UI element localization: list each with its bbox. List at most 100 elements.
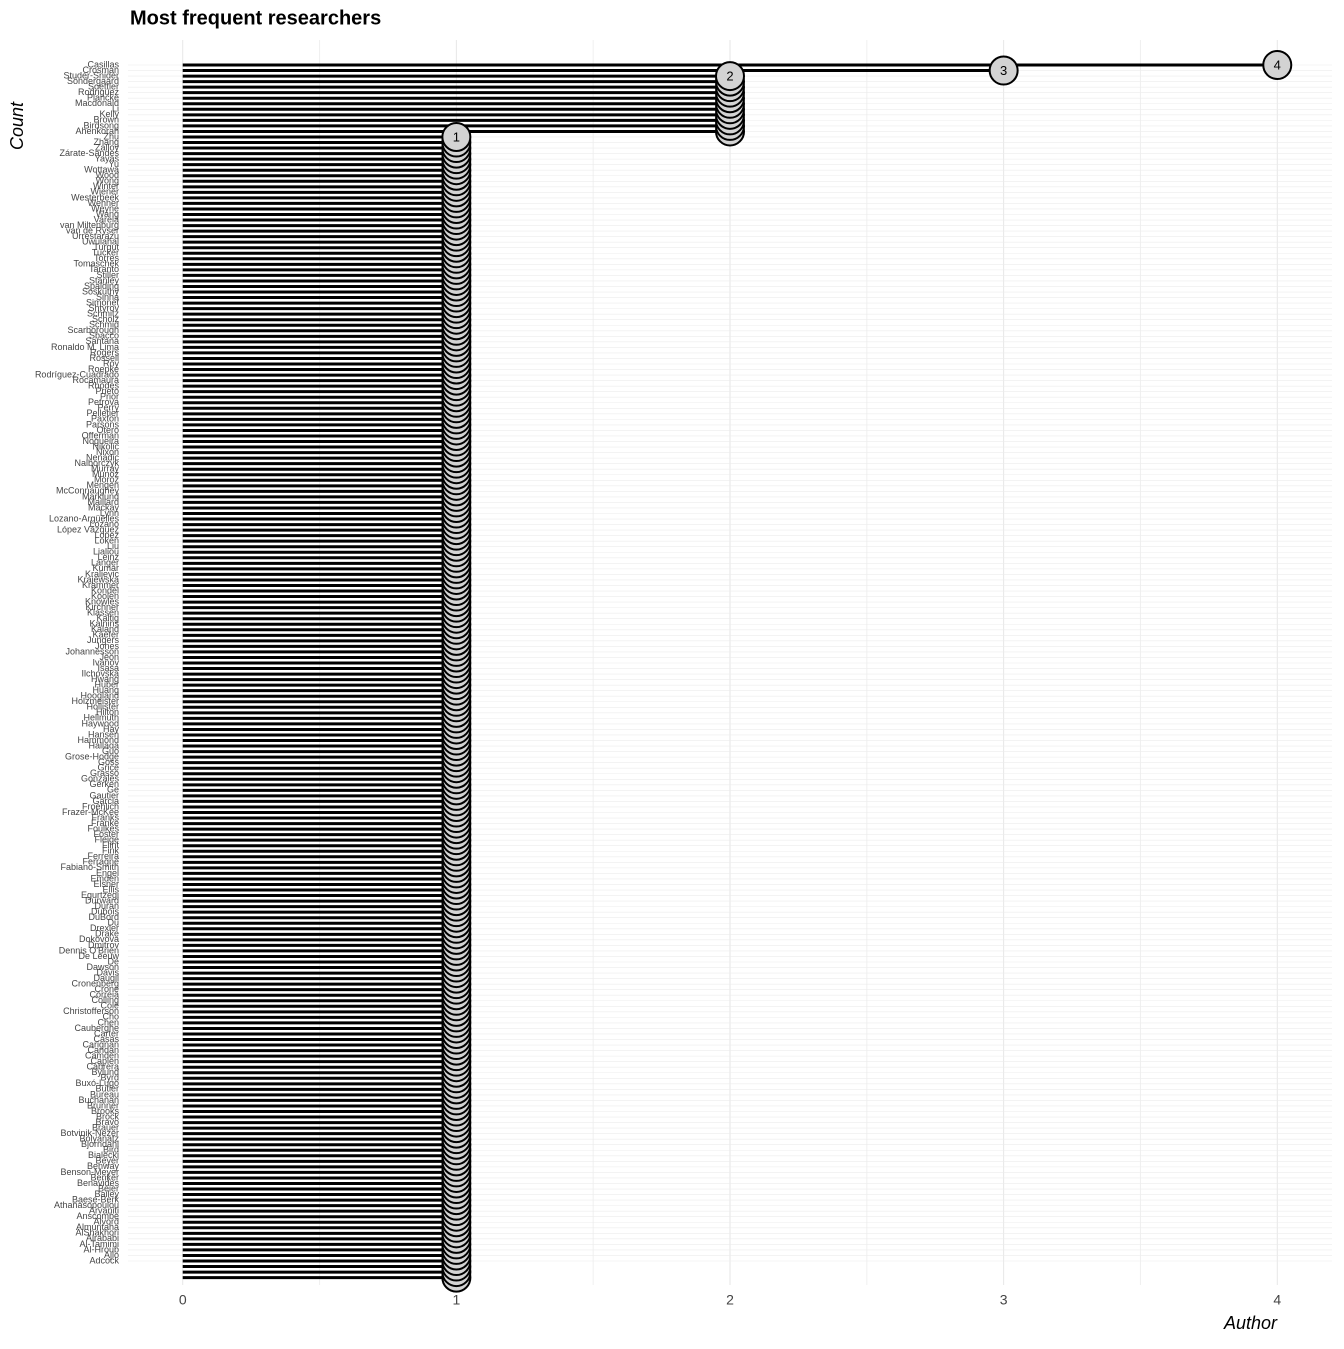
y-tick-label: McConnaughey [56, 486, 120, 496]
y-tick-label: Brooks [91, 1106, 120, 1116]
y-tick-label: Grice [97, 763, 119, 773]
y-tick-label: Wottawa [84, 165, 119, 175]
y-tick-label: Cronenberg [71, 979, 119, 989]
y-tick-label: Butler [95, 1084, 119, 1094]
y-tick-label: Froehlich [82, 801, 119, 811]
dot [1262, 50, 1293, 80]
y-tick-label: Carter [94, 1028, 119, 1038]
y-tick-label: Fabiano-Smith [60, 862, 119, 872]
y-tick-label: Hilton [96, 707, 119, 717]
y-tick-label: Söndergaard [67, 76, 119, 86]
y-tick-label: Jeon [99, 652, 119, 662]
y-tick-label: Rodríguez-Cuadrado [35, 369, 119, 379]
y-tick-label: Wang [96, 209, 119, 219]
y-tick-label: Bolyanatz [79, 1134, 119, 1144]
y-tick-label: Nikolic [92, 441, 119, 451]
x-axis-title: Author [1223, 1313, 1278, 1333]
y-tick-label: Dmitrov [88, 940, 119, 950]
y-tick-label: Camden [85, 1051, 119, 1061]
x-tick-label: 3 [1000, 1292, 1008, 1308]
y-tick-label: Grose-Hodge [65, 752, 119, 762]
x-tick-label: 1 [452, 1292, 460, 1308]
y-tick-label: Hwang [91, 674, 119, 684]
y-tick-label: Lialiou [93, 547, 119, 557]
y-tick-label: Hoogland [80, 691, 119, 701]
y-tick-label: Hansen [88, 729, 119, 739]
y-tick-label: Zalloy [95, 142, 120, 152]
y-tick-label: Mackay [88, 502, 120, 512]
y-tick-label: AlShakhori [75, 1228, 119, 1238]
y-tick-label: Krammer [82, 580, 119, 590]
y-tick-label: Langer [91, 558, 119, 568]
y-tick-label: Yayas [95, 154, 120, 164]
y-tick-label: Mengen [86, 480, 119, 490]
y-tick-label: Rogers [90, 347, 120, 357]
y-tick-label: Fleige [94, 835, 119, 845]
y-tick-label: Du [107, 918, 119, 928]
y-tick-label: Hay [103, 724, 120, 734]
y-tick-label: Buxó-Lugo [75, 1078, 119, 1088]
y-tick-label: Perry [97, 403, 119, 413]
y-tick-label: Soskuthy [82, 286, 120, 296]
y-tick-label: Zárate-Sandes [59, 148, 119, 158]
y-tick-label: Dokovova [79, 934, 119, 944]
y-tick-label: Ilchovska [81, 668, 119, 678]
y-tick-label: Arvaniti [89, 1206, 119, 1216]
y-tick-label: Scarborough [67, 325, 119, 335]
y-tick-label: Cabrera [86, 1062, 119, 1072]
y-tick-label: Davis [96, 967, 119, 977]
y-tick-label: Al-Hroub [83, 1244, 119, 1254]
y-tick-label: Loken [94, 536, 119, 546]
y-tick-label: Casillas [87, 59, 119, 69]
y-tick-label: Cho [102, 1012, 119, 1022]
y-tick-label: Elsner [93, 879, 119, 889]
y-tick-label: Lozano-Argüelles [49, 513, 120, 523]
y-tick-label: Kondel [91, 585, 119, 595]
y-tick-label: Wiener [90, 187, 119, 197]
y-tick-label: Baese-Berk [72, 1194, 120, 1204]
y-tick-label: Winter [93, 181, 119, 191]
y-tick-label: Rossell [89, 353, 119, 363]
y-tick-label: Al-Tamimi [80, 1239, 120, 1249]
y-tick-label: Uwulahal [82, 237, 119, 247]
dot [441, 121, 472, 152]
y-tick-label: Ferragne [82, 857, 119, 867]
y-tick-label: Bailey [94, 1189, 119, 1199]
y-tick-label: Munoz [92, 469, 120, 479]
y-tick-label: Li [112, 104, 119, 114]
y-tick-label: Bird [103, 1145, 119, 1155]
y-tick-label: Wehner [88, 198, 119, 208]
y-tick-label: Wood [96, 170, 119, 180]
x-tick-label: 0 [179, 1292, 187, 1308]
dot [715, 61, 745, 92]
y-tick-label: Benway [87, 1161, 120, 1171]
y-tick-label: Santana [85, 336, 119, 346]
y-tick-label: Kelly [99, 109, 119, 119]
y-tick-label: Huang [92, 685, 119, 695]
y-tick-label: Franks [91, 812, 119, 822]
y-tick-label: Hellmuth [83, 713, 119, 723]
y-tick-label: De Leeuw [78, 951, 119, 961]
y-tick-label: Jungers [87, 635, 120, 645]
y-tick-label: Franke [91, 818, 119, 828]
y-tick-label: Otero [96, 425, 119, 435]
y-tick-label: Wong [96, 176, 119, 186]
y-tick-label: Beier [98, 1183, 119, 1193]
y-tick-label: Grasso [90, 768, 119, 778]
y-tick-label: Flint [102, 840, 120, 850]
y-tick-label: Torres [94, 253, 120, 263]
y-tick-label: Kraljevic [85, 569, 120, 579]
y-tick-label: Varela [94, 214, 119, 224]
y-tick-label: Hollister [86, 702, 119, 712]
y-tick-label: van Miltenburg [60, 220, 119, 230]
data-label: 4 [1274, 57, 1281, 72]
y-tick-label: Prieto [95, 386, 119, 396]
y-tick-label: Weyne [91, 203, 119, 213]
y-tick-label: Brunner [87, 1100, 119, 1110]
y-tick-label: Roy [103, 358, 120, 368]
y-tick-label: Nenadic [86, 453, 120, 463]
dot [988, 55, 1019, 86]
y-tick-label: Egurtzegi [81, 890, 119, 900]
